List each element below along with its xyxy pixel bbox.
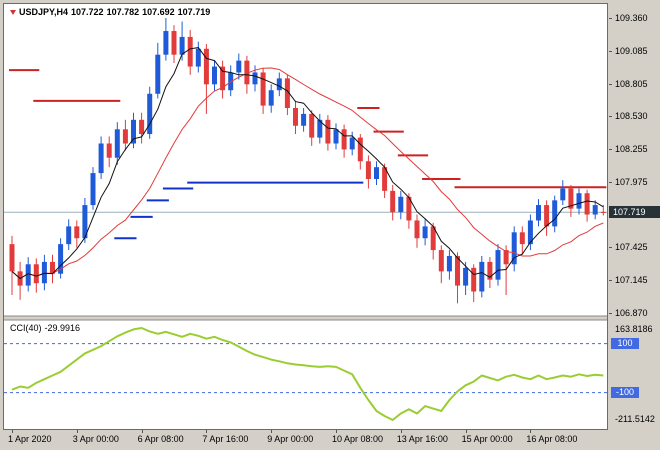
- price-axis-tick: [609, 312, 612, 314]
- cci-name: CCI(40): [10, 323, 42, 333]
- time-axis-tick: [206, 430, 208, 433]
- price-axis-tick: [609, 181, 612, 183]
- time-axis-tick: [336, 430, 337, 433]
- price-axis-tick: [609, 83, 612, 85]
- price-axis-label: 108.255: [615, 143, 648, 154]
- cci-level-high-badge: 100: [611, 338, 639, 350]
- close-value: 107.719: [177, 7, 211, 17]
- ohlc-header: USDJPY,H4 107.722 107.782 107.692 107.719: [10, 7, 213, 17]
- price-axis-tick: [609, 148, 612, 150]
- price-axis-label: 106.870: [615, 307, 648, 318]
- open-value: 107.722: [71, 7, 104, 17]
- price-axis-tick: [609, 50, 612, 52]
- time-axis-label: 13 Apr 16:00: [396, 434, 448, 444]
- cci-max-label: 163.8186: [615, 324, 653, 334]
- cci-indicator-label: CCI(40) -29.9916: [10, 323, 83, 333]
- chart-frame: [3, 3, 608, 430]
- pane-resize-handle[interactable]: [3, 315, 608, 320]
- price-axis-tick: [609, 247, 612, 249]
- price-axis-label: 109.360: [615, 13, 648, 23]
- current-price-badge: 107.719: [609, 206, 660, 219]
- time-axis-label: 3 Apr 00:00: [72, 434, 119, 444]
- price-axis-tick: [609, 18, 612, 19]
- price-axis-label: 108.530: [615, 111, 648, 122]
- time-axis-tick: [530, 430, 532, 433]
- time-axis-tick: [76, 430, 78, 433]
- low-value: 107.692: [142, 7, 175, 17]
- time-axis-label: 6 Apr 08:00: [137, 434, 184, 444]
- price-axis-label: 107.145: [615, 275, 648, 286]
- time-axis-tick: [141, 430, 143, 433]
- time-axis-label: 1 Apr 2020: [8, 434, 52, 444]
- time-axis-label: 15 Apr 00:00: [461, 434, 513, 444]
- price-axis-label: 107.975: [615, 176, 648, 187]
- chart-canvas[interactable]: [4, 4, 607, 429]
- time-axis-tick: [465, 430, 467, 433]
- cci-value: -29.9916: [44, 323, 81, 333]
- cci-level-low-badge: -100: [611, 387, 639, 399]
- price-axis-tick: [609, 116, 612, 118]
- time-axis-tick: [271, 430, 273, 433]
- time-axis[interactable]: 1 Apr 2020 3 Apr 00:00 6 Apr 08:00 7 Apr 16…: [3, 430, 609, 450]
- time-axis-label: 9 Apr 00:00: [267, 434, 314, 444]
- symbol-label: USDJPY,H4: [19, 7, 69, 17]
- time-axis-label: 7 Apr 16:00: [202, 434, 249, 444]
- price-axis-label: 108.805: [615, 78, 648, 89]
- time-axis-label: 10 Apr 08:00: [332, 434, 384, 444]
- time-axis-tick: [400, 430, 402, 433]
- symbol-marker-icon: [10, 10, 16, 16]
- time-axis-label: 16 Apr 08:00: [526, 434, 578, 444]
- price-axis-label: 109.085: [615, 45, 648, 56]
- price-axis-label: 107.425: [615, 242, 648, 253]
- price-axis-tick: [609, 280, 612, 282]
- high-value: 107.782: [106, 7, 140, 17]
- time-axis-tick: [12, 430, 13, 433]
- price-axis[interactable]: 107.719 100 -100 163.8186 -211.5142 109.…: [609, 3, 660, 430]
- cci-min-label: -211.5142: [615, 414, 655, 424]
